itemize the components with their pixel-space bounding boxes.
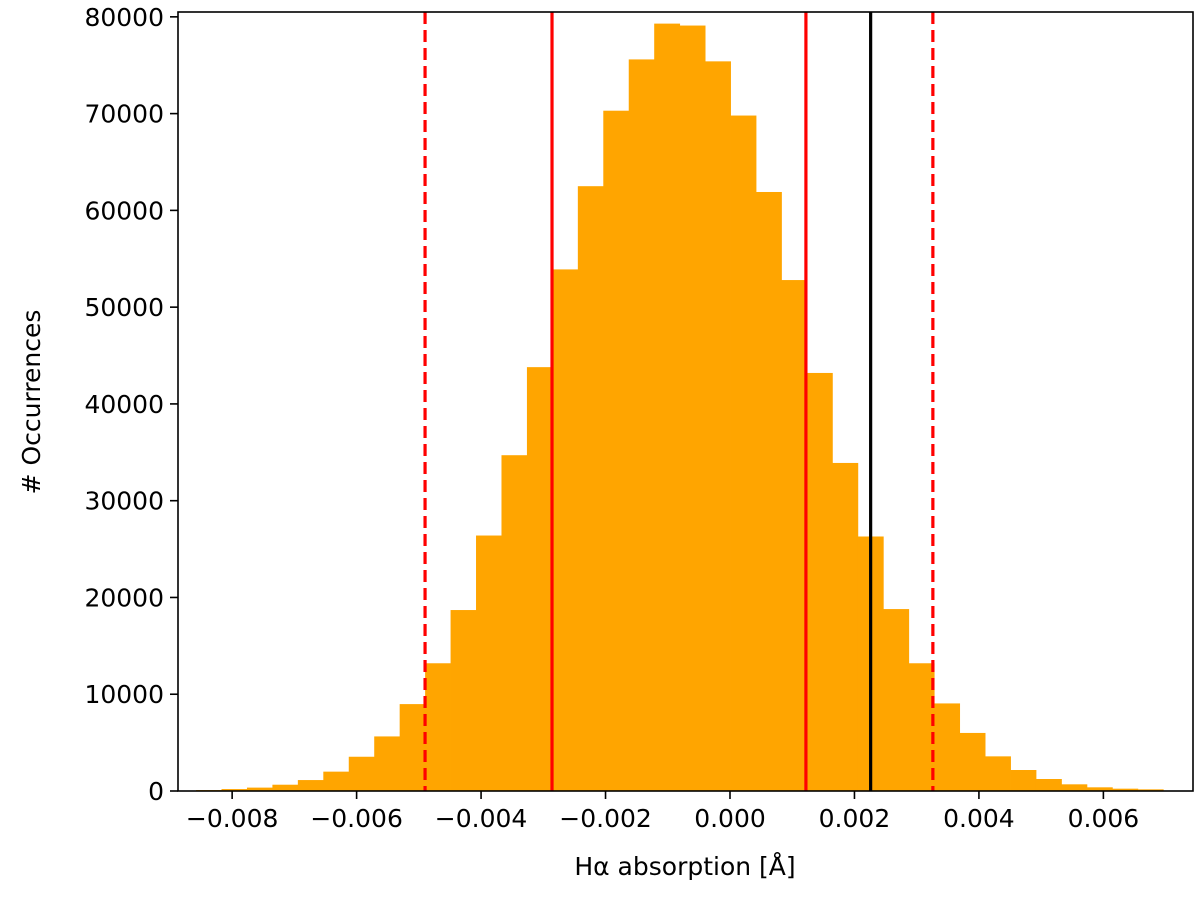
x-tick-label: −0.004 [435, 804, 528, 833]
histogram-bar [705, 61, 731, 792]
x-tick-label: −0.008 [186, 804, 279, 833]
histogram-bar [1137, 789, 1164, 791]
histogram-bar [450, 610, 477, 791]
x-tick-label: 0.000 [694, 804, 766, 833]
histogram-bar [246, 787, 273, 791]
y-axis-ticks: 0 10000 20000 30000 40000 50000 60000 70000 8000… [84, 3, 178, 806]
x-tick-label: −0.006 [310, 804, 403, 833]
y-tick-label: 10000 [84, 680, 164, 709]
histogram-bar [806, 372, 833, 791]
histogram-bar [501, 455, 528, 791]
histogram-bar [526, 367, 553, 791]
histogram-bar [272, 784, 299, 791]
y-tick-label: 20000 [84, 583, 164, 612]
histogram-bar [832, 462, 859, 791]
histogram-bar [374, 736, 401, 791]
y-tick-label: 80000 [84, 3, 164, 32]
x-tick-label: 0.004 [943, 804, 1015, 833]
histogram-bar [348, 756, 375, 791]
histogram-bar [756, 191, 782, 791]
plot-frame [177, 11, 1194, 792]
histogram-bar [959, 732, 986, 791]
x-axis-ticks: −0.008 −0.006 −0.004 −0.002 0.000 0.002 0.004 0… [186, 791, 1139, 833]
histogram-bar [730, 115, 757, 792]
histogram-bar [1086, 787, 1113, 791]
y-tick-label: 60000 [84, 196, 164, 225]
x-tick-label: −0.002 [559, 804, 652, 833]
histogram-bar [603, 110, 630, 792]
histogram-bar [628, 59, 655, 791]
histogram-bars [196, 23, 1164, 792]
y-tick-label: 0 [148, 777, 164, 806]
y-tick-label: 30000 [84, 487, 164, 516]
y-tick-label: 40000 [84, 390, 164, 419]
histogram-bar [221, 789, 248, 791]
histogram-bar [1061, 784, 1088, 791]
histogram-bar [908, 663, 935, 791]
histogram-bar [1010, 770, 1037, 791]
histogram-bar [476, 535, 502, 791]
histogram-bar [1112, 788, 1139, 791]
histogram-bar [323, 771, 350, 791]
histogram-bar [883, 609, 910, 791]
reference-lines [423, 12, 935, 791]
histogram-bar [552, 269, 579, 791]
histogram-bar [679, 25, 706, 791]
histogram-bar [425, 663, 451, 791]
y-axis-label: # Occurrences [17, 310, 46, 495]
histogram-bar [781, 280, 808, 791]
histogram-bar [985, 756, 1011, 791]
histogram-bar [297, 780, 324, 791]
histogram-bar [399, 704, 426, 791]
histogram-bar [934, 703, 961, 791]
x-tick-label: 0.006 [1068, 804, 1140, 833]
y-tick-label: 50000 [84, 293, 164, 322]
y-tick-label: 70000 [84, 100, 164, 129]
histogram-bar [1035, 779, 1062, 791]
x-axis-label: Hα absorption [Å] [574, 852, 795, 881]
histogram-bar [654, 23, 681, 791]
histogram-bar [577, 186, 604, 791]
x-tick-label: 0.002 [819, 804, 891, 833]
